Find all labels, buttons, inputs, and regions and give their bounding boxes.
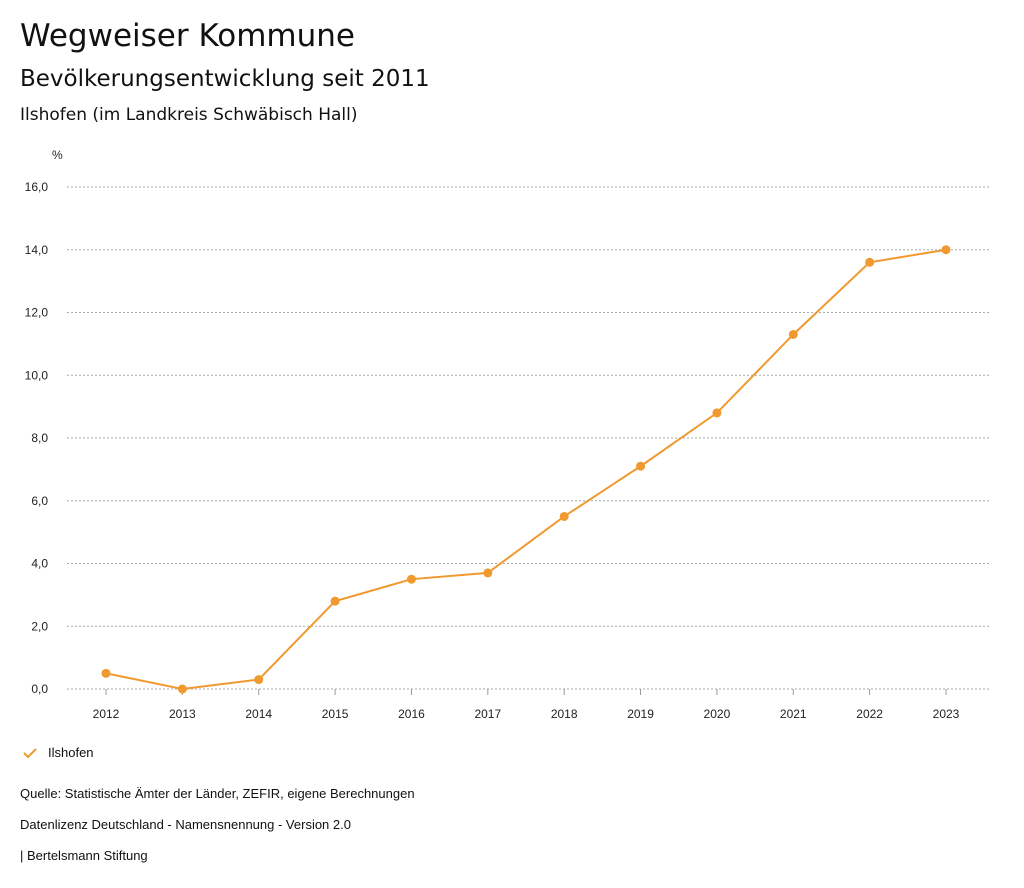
legend-item-ilshofen[interactable]: Ilshofen [22, 745, 94, 760]
x-tick-label: 2014 [245, 707, 272, 721]
data-point[interactable] [559, 511, 569, 521]
legend-label: Ilshofen [48, 745, 94, 760]
y-tick-label: 8,0 [31, 431, 48, 445]
y-tick-label: 10,0 [25, 368, 49, 382]
data-point[interactable] [788, 329, 798, 339]
series-line-ilshofen [105, 248, 947, 691]
page-title: Wegweiser Kommune [20, 18, 355, 54]
chart-subtitle: Bevölkerungsentwicklung seit 2011 [20, 66, 430, 92]
data-point[interactable] [865, 257, 875, 267]
x-tick-label: 2016 [398, 707, 425, 721]
data-point[interactable] [406, 574, 416, 584]
x-tick-label: 2013 [169, 707, 196, 721]
x-tick-label: 2012 [93, 707, 120, 721]
y-tick-label: 14,0 [25, 243, 49, 257]
y-tick-label: 0,0 [31, 682, 48, 696]
x-tick-label: 2020 [704, 707, 731, 721]
region-label: Ilshofen (im Landkreis Schwäbisch Hall) [20, 105, 358, 125]
x-tick-label: 2021 [780, 707, 807, 721]
x-tick-label: 2018 [551, 707, 578, 721]
license-note: Datenlizenz Deutschland - Namensnennung … [20, 817, 351, 832]
check-icon [23, 747, 37, 758]
line-chart: % 0,0 2,0 4,0 6,0 8,0 10,0 12,0 14,0 16,0 2012 201… [25, 148, 990, 721]
y-tick-label: 6,0 [31, 494, 48, 508]
credit-note: | Bertelsmann Stiftung [20, 848, 148, 863]
y-axis-unit: % [52, 148, 63, 162]
data-point[interactable] [483, 568, 493, 578]
data-point[interactable] [330, 596, 340, 606]
data-point[interactable] [712, 408, 722, 418]
y-tick-label: 12,0 [25, 306, 49, 320]
x-tick-label: 2017 [474, 707, 501, 721]
source-note: Quelle: Statistische Ämter der Länder, Z… [20, 786, 415, 801]
data-point[interactable] [636, 461, 646, 471]
y-tick-label: 2,0 [31, 619, 48, 633]
y-tick-label: 16,0 [25, 180, 49, 194]
y-tick-label: 4,0 [31, 557, 48, 571]
x-tick-label: 2022 [856, 707, 883, 721]
data-point[interactable] [101, 668, 111, 678]
data-point[interactable] [177, 684, 187, 694]
data-point[interactable] [941, 245, 951, 255]
x-tick-label: 2019 [627, 707, 654, 721]
x-tick-label: 2023 [933, 707, 960, 721]
x-tick-label: 2015 [322, 707, 349, 721]
data-point[interactable] [254, 675, 264, 685]
